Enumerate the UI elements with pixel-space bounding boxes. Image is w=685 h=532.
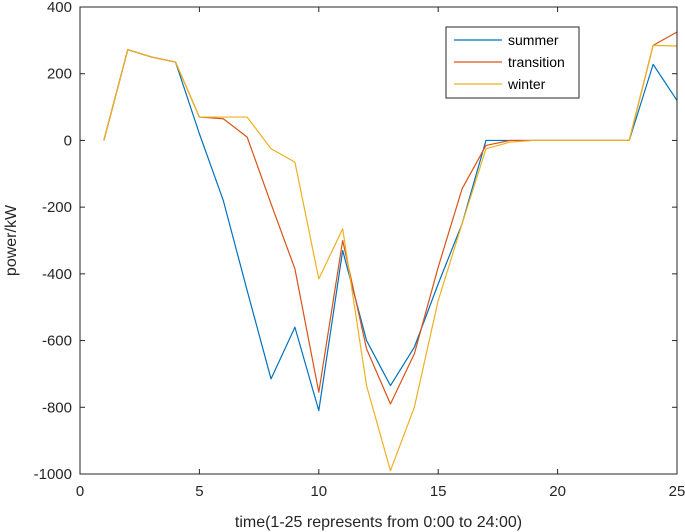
- legend-label-transition: transition: [508, 54, 565, 70]
- x-tick-label: 0: [76, 483, 84, 500]
- legend-label-winter: winter: [507, 76, 546, 92]
- y-tick-label: 400: [47, 0, 72, 16]
- x-axis-ticks: 0 5 10 15 20 25: [76, 7, 685, 500]
- plot-frame: [79, 6, 678, 475]
- series-line-winter: [103, 44, 678, 472]
- y-tick-label: 0: [64, 132, 72, 149]
- y-tick-label: -800: [42, 399, 72, 416]
- y-tick-label: -400: [42, 266, 72, 283]
- legend-label-summer: summer: [508, 32, 559, 48]
- y-axis-label: power/kW: [3, 204, 20, 276]
- y-tick-label: -200: [42, 199, 72, 216]
- x-tick-label: 25: [669, 483, 685, 500]
- x-tick-label: 10: [310, 483, 327, 500]
- legend: summer transition winter: [445, 26, 580, 99]
- y-tick-label: 200: [47, 66, 72, 83]
- x-tick-label: 5: [195, 483, 203, 500]
- y-tick-label: -1000: [34, 466, 72, 483]
- x-tick-label: 15: [430, 483, 447, 500]
- y-tick-label: -600: [42, 333, 72, 350]
- series-lines: [103, 31, 678, 472]
- y-axis-ticks: -1000 -800 -600 -400 -200 0 200 400: [34, 0, 677, 483]
- x-axis-label: time(1-25 represents from 0:00 to 24:00): [235, 514, 522, 531]
- x-tick-label: 20: [549, 483, 566, 500]
